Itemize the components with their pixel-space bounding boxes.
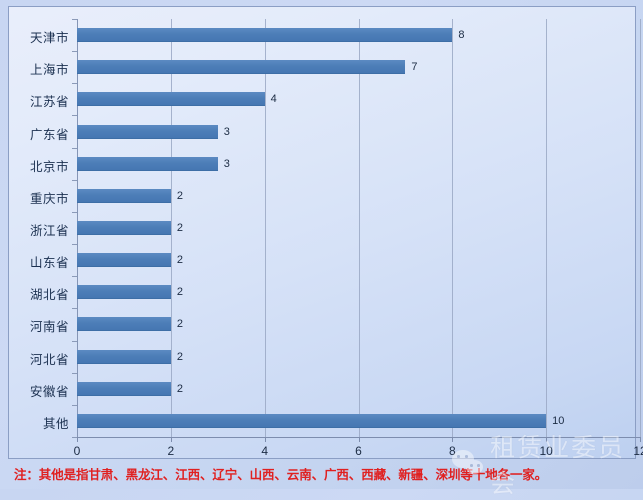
bar	[77, 156, 218, 171]
y-tick	[72, 244, 77, 246]
bar	[77, 349, 171, 364]
bar	[77, 413, 547, 428]
y-tick	[72, 372, 77, 374]
x-tick-label-0: 0	[73, 444, 81, 458]
x-tick-label-12: 12	[633, 444, 643, 458]
y-tick	[72, 115, 77, 117]
category-label-8: 山东省	[29, 255, 69, 271]
bar	[77, 285, 171, 300]
y-tick	[72, 437, 77, 438]
category-label-11: 河北省	[29, 351, 69, 367]
bar-value-label: 2	[176, 382, 183, 395]
x-tick	[170, 437, 172, 442]
category-label-5: 北京市	[29, 158, 69, 174]
bar-value-label: 2	[176, 254, 183, 267]
gridline-12	[640, 19, 641, 437]
bar	[77, 60, 406, 75]
gridline-4	[264, 19, 266, 437]
x-tick-label-2: 2	[167, 444, 175, 458]
plot-area: 8 7 4 3 3 2 2 2 2 2 2 2 10	[77, 19, 641, 437]
bar	[77, 124, 218, 139]
bar-value-label: 7	[411, 61, 418, 74]
y-tick	[72, 147, 77, 149]
bar	[77, 317, 171, 332]
bar-value-label: 10	[552, 414, 565, 427]
bar-value-label: 2	[176, 350, 183, 363]
x-tick	[640, 437, 641, 442]
category-label-3: 江苏省	[29, 94, 69, 110]
category-label-2: 上海市	[29, 62, 69, 78]
chart-screenshot: 8 7 4 3 3 2 2 2 2 2 2 2 10 天津市上海市江苏省广东省北京市重庆市浙江省山东省湖…	[8, 6, 643, 498]
category-label-10: 河南省	[29, 319, 69, 335]
bar	[77, 381, 171, 396]
bar	[77, 188, 171, 203]
bar	[77, 28, 453, 43]
x-tick	[358, 437, 360, 442]
bar	[77, 92, 265, 107]
bar-value-label: 3	[223, 125, 230, 138]
y-tick	[72, 19, 77, 20]
y-tick	[72, 83, 77, 85]
category-label-9: 湖北省	[29, 287, 69, 303]
category-label-12: 安徽省	[29, 383, 69, 399]
bar-value-label: 3	[223, 157, 230, 170]
x-tick-label-4: 4	[261, 444, 268, 458]
category-label-13: 其他	[42, 415, 69, 431]
footnote-text: 注：其他是指甘肃、黑龙江、江西、辽宁、山西、云南、广西、西藏、新疆、深圳等十地各…	[14, 467, 548, 482]
gridline-10	[546, 19, 548, 437]
x-tick	[452, 437, 454, 442]
category-label-4: 广东省	[29, 126, 69, 142]
y-tick	[72, 308, 77, 310]
bar-value-label: 2	[176, 222, 183, 234]
category-label-6: 重庆市	[29, 190, 69, 206]
y-tick	[72, 404, 77, 406]
x-tick-label-10: 10	[539, 444, 553, 458]
x-tick-label-6: 6	[355, 444, 362, 458]
bar-value-label: 8	[458, 29, 465, 42]
x-tick-label-8: 8	[448, 444, 456, 458]
y-tick	[72, 51, 77, 53]
bar	[77, 221, 171, 235]
gridline-8	[452, 19, 454, 437]
bar	[77, 253, 171, 268]
gridline-2	[170, 19, 172, 437]
y-tick	[72, 340, 77, 342]
bar-value-label: 4	[270, 93, 277, 106]
category-label-7: 浙江省	[29, 223, 69, 238]
category-label-1: 天津市	[29, 30, 69, 46]
bar-value-label: 2	[176, 318, 183, 331]
x-tick	[264, 437, 266, 442]
chart-frame: 8 7 4 3 3 2 2 2 2 2 2 2 10 天津市上海市江苏省广东省北京市重庆市浙江省山东省湖…	[8, 6, 643, 459]
x-tick	[77, 437, 78, 442]
y-tick	[72, 211, 77, 213]
gridline-6	[358, 19, 360, 437]
x-tick	[546, 437, 548, 442]
y-tick	[72, 276, 77, 278]
bar-value-label: 2	[176, 286, 183, 299]
y-tick	[72, 179, 77, 181]
bar-value-label: 2	[176, 189, 183, 202]
